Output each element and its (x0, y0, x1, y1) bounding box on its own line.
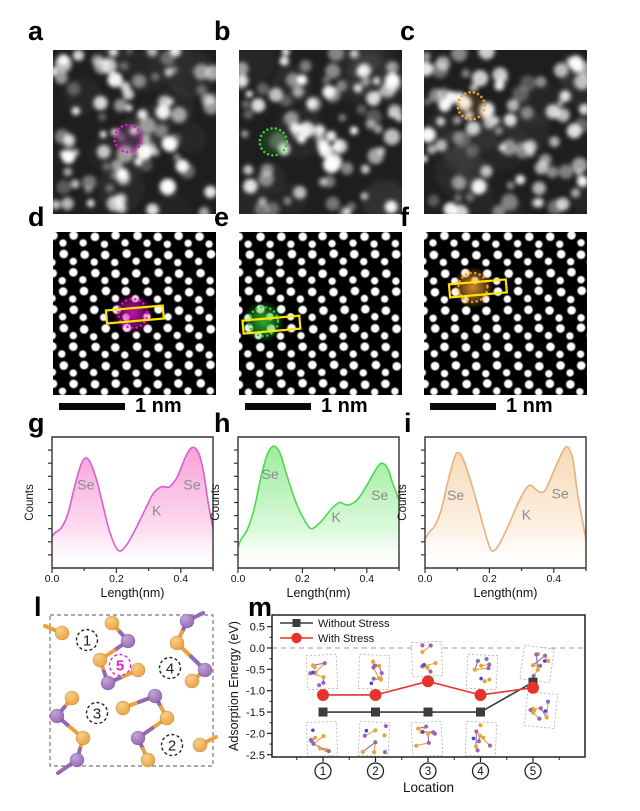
svg-text:Se: Se (184, 476, 201, 492)
panel-label-a: a (28, 16, 44, 46)
svg-text:Counts: Counts (397, 484, 409, 521)
svg-text:-0.5: -0.5 (246, 664, 265, 676)
svg-text:0.4: 0.4 (173, 573, 188, 585)
profile-g-chart: 0.0 0.2 0.4 Length(nm) Counts Se K Se (19, 430, 219, 613)
svg-text:0.0: 0.0 (231, 573, 246, 585)
svg-text:-2.5: -2.5 (246, 750, 265, 762)
svg-text:1: 1 (320, 766, 326, 778)
svg-text:0.2: 0.2 (109, 573, 124, 585)
svg-text:0.0: 0.0 (45, 573, 60, 585)
svg-text:-1.0: -1.0 (246, 686, 265, 698)
svg-text:Adsorption Energy (eV): Adsorption Energy (eV) (227, 621, 241, 751)
panel-label-b: b (214, 16, 231, 46)
profile-i-chart: 0.0 0.2 0.4 Length(nm) Counts Se K Se (392, 430, 592, 613)
svg-text:0.2: 0.2 (482, 573, 497, 585)
svg-text:Se: Se (371, 487, 388, 503)
svg-text:Length(nm): Length(nm) (474, 586, 538, 600)
panel-b-stem-image (228, 28, 424, 236)
svg-text:2: 2 (372, 766, 378, 778)
svg-text:K: K (152, 503, 162, 519)
svg-text:1: 1 (83, 633, 91, 650)
svg-text:K: K (332, 509, 342, 525)
panel-label-d: d (28, 202, 45, 232)
svg-text:K: K (522, 507, 532, 523)
svg-text:4: 4 (477, 766, 484, 778)
scalebar-line (430, 402, 496, 410)
svg-text:Se: Se (447, 487, 464, 503)
panel-label-e: e (214, 202, 230, 232)
svg-text:With Stress: With Stress (318, 633, 375, 645)
panel-f-filtered-image (398, 212, 616, 433)
svg-text:Se: Se (77, 476, 94, 492)
svg-text:2: 2 (168, 738, 176, 755)
svg-text:3: 3 (425, 766, 431, 778)
scalebar-line (59, 402, 125, 410)
panel-c-stem-image (418, 43, 602, 228)
svg-text:3: 3 (93, 706, 101, 723)
adsorption-energy-chart: 0.5 0.0 -0.5 -1.0 -1.5 -2.0 -2.5 1 2 3 4 5 Location A… (225, 605, 625, 810)
svg-text:-1.5: -1.5 (246, 707, 265, 719)
panel-label-l: l (34, 592, 42, 622)
svg-text:0.2: 0.2 (295, 573, 310, 585)
panel-label-g: g (28, 408, 45, 438)
panel-label-i: i (404, 408, 412, 438)
panel-e-filtered-image (213, 212, 432, 433)
svg-text:5: 5 (530, 766, 536, 778)
scalebar-label: 1 nm (506, 395, 553, 417)
panel-label-m: m (248, 592, 273, 622)
svg-text:Counts: Counts (210, 484, 222, 521)
panel-label-h: h (214, 408, 231, 438)
svg-text:0.5: 0.5 (250, 622, 265, 634)
svg-text:Se: Se (552, 486, 569, 502)
scalebar-label: 1 nm (321, 395, 368, 417)
svg-text:0.4: 0.4 (546, 573, 561, 585)
svg-text:Counts: Counts (24, 484, 36, 521)
panel-label-c: c (400, 16, 416, 46)
scalebar-e: 1 nm (245, 396, 368, 416)
scalebar-d: 1 nm (59, 396, 182, 416)
svg-text:4: 4 (166, 661, 174, 678)
svg-text:0.0: 0.0 (418, 573, 433, 585)
svg-text:0.4: 0.4 (359, 573, 374, 585)
scalebar-f: 1 nm (430, 396, 553, 416)
svg-text:0.0: 0.0 (250, 643, 265, 655)
svg-text:Se: Se (262, 466, 279, 482)
structure-panel: 1 5 4 3 2 (40, 608, 225, 781)
panel-d-filtered-image (27, 212, 246, 433)
panel-a-stem-image (49, 39, 222, 228)
svg-text:Length(nm): Length(nm) (287, 586, 351, 600)
svg-text:5: 5 (116, 658, 124, 675)
svg-text:Location: Location (403, 780, 454, 795)
panel-label-f: f (400, 202, 409, 232)
svg-text:Without Stress: Without Stress (318, 618, 390, 630)
scalebar-line (245, 402, 311, 410)
scalebar-label: 1 nm (135, 395, 182, 417)
svg-text:Length(nm): Length(nm) (101, 586, 165, 600)
profile-h-chart: 0.0 0.2 0.4 Length(nm) Counts Se K Se (205, 430, 405, 613)
svg-text:-2.0: -2.0 (246, 728, 265, 740)
